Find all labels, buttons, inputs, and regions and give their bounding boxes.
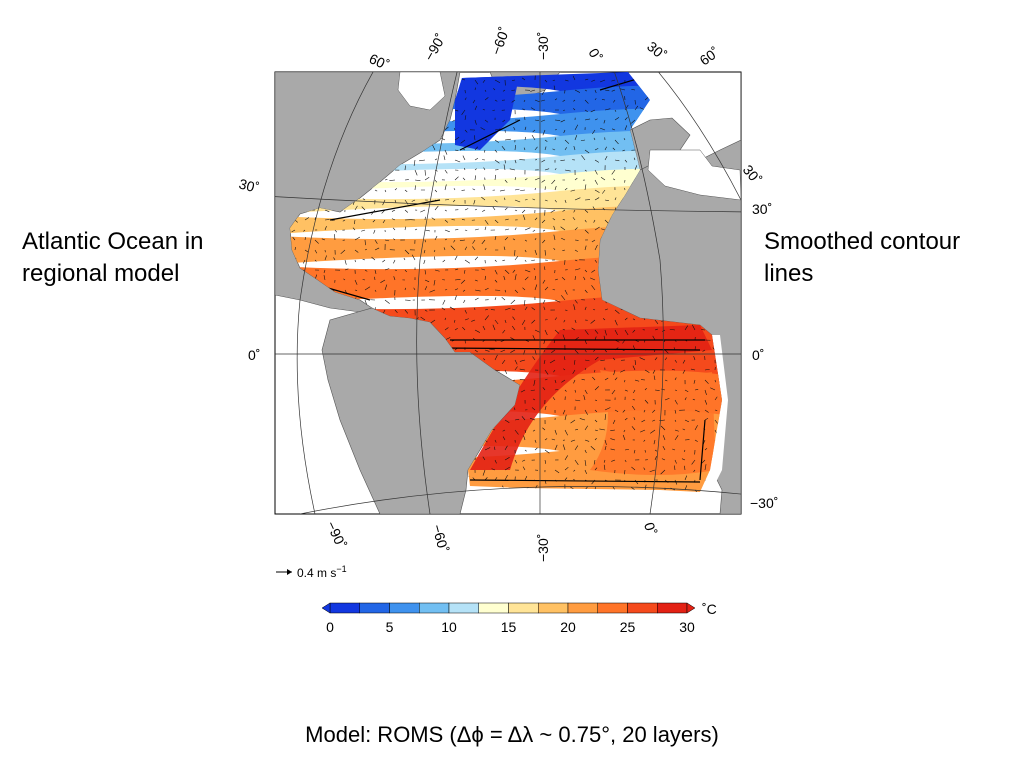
bottom-label-m60: −60˚ bbox=[429, 523, 452, 555]
scale-arrow-head bbox=[287, 569, 292, 575]
right-label-30-arc: 30˚ bbox=[740, 162, 765, 188]
colorbar-segment bbox=[508, 602, 539, 614]
model-caption: Model: ROMS (Δϕ = Δλ ~ 0.75°, 20 layers) bbox=[305, 722, 719, 747]
top-label-60e: 60˚ bbox=[697, 44, 723, 69]
colorbar-unit: ˚C bbox=[702, 601, 717, 617]
colorbar-segments bbox=[321, 602, 696, 614]
vector-scale-key: 0.4 m s−1 bbox=[276, 564, 347, 580]
africa-coast-strip bbox=[700, 335, 728, 492]
top-label-m60: −60˚ bbox=[488, 25, 513, 57]
cool-tongue bbox=[590, 370, 716, 475]
colorbar-segment bbox=[478, 602, 509, 614]
map-frame bbox=[274, 71, 742, 515]
top-label-m30: −30˚ bbox=[535, 32, 551, 60]
vector-scale-label: 0.4 m s−1 bbox=[297, 564, 347, 580]
meridian-90w bbox=[296, 72, 374, 514]
colorbar-tick-label: 30 bbox=[679, 619, 695, 635]
top-label-0: 0˚ bbox=[585, 46, 605, 65]
meridian-0 bbox=[613, 72, 664, 514]
mediterranean-area bbox=[647, 149, 741, 201]
bottom-label-m30: −30˚ bbox=[535, 534, 551, 562]
ocean-temperature-map-figure: 60˚ −90˚ −60˚ −30˚ 0˚ 30˚ 60˚ 30˚ 0˚ 30˚… bbox=[237, 25, 778, 635]
graticule bbox=[275, 72, 741, 514]
labrador-cold bbox=[455, 72, 520, 150]
colorbar-segment bbox=[567, 602, 598, 614]
colorbar-segment bbox=[329, 602, 360, 614]
colorbar-tick-label: 5 bbox=[386, 619, 394, 635]
left-label-30: 30˚ bbox=[237, 175, 261, 196]
right-label-0: 0˚ bbox=[752, 347, 764, 363]
left-label-0: 0˚ bbox=[248, 347, 260, 363]
top-label-60: 60˚ bbox=[367, 50, 392, 73]
colorbar-max-arrow bbox=[686, 602, 696, 614]
colorbar-segment bbox=[359, 602, 390, 614]
left-annotation: Atlantic Ocean in regional model bbox=[22, 228, 204, 287]
colorbar-tick-label: 10 bbox=[441, 619, 457, 635]
bottom-label-m90: −90˚ bbox=[323, 519, 350, 552]
colorbar-tick-label: 20 bbox=[560, 619, 576, 635]
colorbar-segment bbox=[538, 602, 569, 614]
meridian-60w bbox=[416, 72, 458, 514]
colorbar-tick-label: 0 bbox=[326, 619, 334, 635]
colorbar-tick-label: 25 bbox=[620, 619, 636, 635]
right-label-m30: −30˚ bbox=[750, 495, 778, 511]
hudson-bay-area bbox=[397, 72, 446, 111]
parallel-30n bbox=[275, 196, 741, 213]
top-label-m90: −90˚ bbox=[421, 31, 449, 64]
colorbar-segment bbox=[657, 602, 688, 614]
colorbar-segment bbox=[389, 602, 420, 614]
meridian-30e bbox=[657, 72, 741, 201]
colorbar-segment bbox=[627, 602, 658, 614]
bottom-label-0: 0˚ bbox=[641, 521, 660, 537]
colorbar-ticks: 0 5 10 15 20 25 30 bbox=[326, 619, 695, 635]
colorbar-segment bbox=[448, 602, 479, 614]
parallel-30s bbox=[299, 485, 741, 514]
colorbar-segment bbox=[597, 602, 628, 614]
europe-land bbox=[629, 117, 691, 171]
top-label-30: 30˚ bbox=[644, 38, 670, 63]
colorbar-segment bbox=[419, 602, 450, 614]
right-label-30: 30˚ bbox=[752, 201, 772, 217]
temperature-colorbar: 0 5 10 15 20 25 30 ˚C bbox=[321, 601, 717, 635]
right-annotation: Smoothed contour lines bbox=[764, 228, 961, 287]
colorbar-min-arrow bbox=[321, 602, 331, 614]
colorbar-tick-label: 15 bbox=[501, 619, 517, 635]
